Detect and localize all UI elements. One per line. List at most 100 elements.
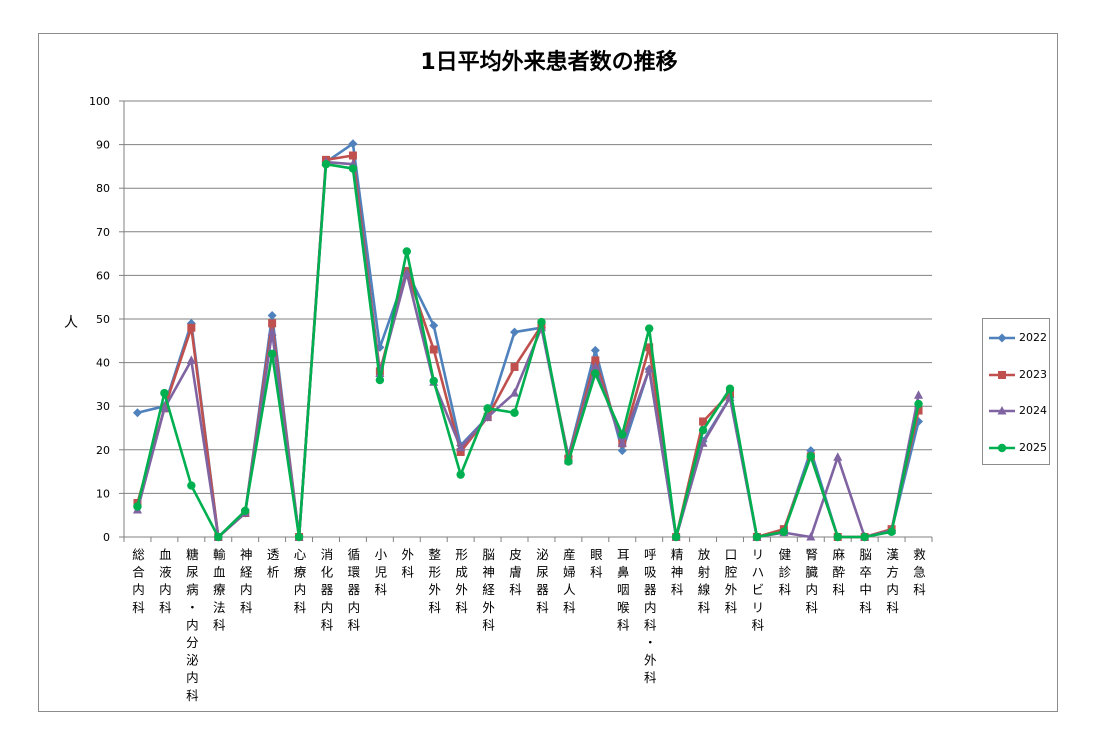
y-tick-label: 20 xyxy=(96,444,110,457)
x-tick-label: 精神科 xyxy=(671,547,684,597)
x-tick-label: 放射線科 xyxy=(698,547,711,615)
data-point-2022 xyxy=(429,321,439,331)
y-tick-label: 100 xyxy=(89,95,110,108)
x-tick-label: 泌尿器科 xyxy=(536,547,549,615)
data-point-2025 xyxy=(294,532,304,542)
legend-swatch xyxy=(989,443,1015,452)
x-tick-label: 耳鼻咽喉科 xyxy=(617,547,630,632)
data-point-2024 xyxy=(186,355,196,364)
data-point-2025 xyxy=(618,430,627,439)
legend-item-2024: 2024 xyxy=(983,401,1051,421)
data-point-2024 xyxy=(914,390,924,399)
data-point-2023 xyxy=(699,417,708,426)
x-tick-label: 神経内科 xyxy=(240,547,253,615)
y-tick-label: 0 xyxy=(103,531,110,544)
y-tick-label: 70 xyxy=(96,226,110,239)
x-tick-label: 救急科 xyxy=(913,547,926,597)
data-point-2023 xyxy=(591,356,600,365)
data-point-2025 xyxy=(429,376,438,386)
x-tick-label: 小児科 xyxy=(375,547,388,597)
legend-swatch xyxy=(989,370,1015,379)
data-point-2023 xyxy=(187,323,196,332)
x-tick-label: 産婦人科 xyxy=(563,547,576,615)
data-point-2025 xyxy=(564,457,573,466)
data-point-2025 xyxy=(510,408,519,417)
y-tick-label: 50 xyxy=(96,313,110,326)
data-point-2022 xyxy=(267,311,277,321)
data-point-2025 xyxy=(860,532,869,542)
data-point-2025 xyxy=(779,527,789,536)
series-2023 xyxy=(133,151,923,541)
x-tick-label: 皮膚科 xyxy=(509,547,522,597)
legend-item-2023: 2023 xyxy=(983,365,1051,385)
data-point-2022 xyxy=(617,446,627,456)
y-tick-labels: 0 10 20 30 40 50 60 70 80 90 100 xyxy=(89,95,110,544)
data-point-2022 xyxy=(590,345,600,355)
x-tick-label: 透析 xyxy=(267,547,280,580)
data-point-2025 xyxy=(483,404,492,413)
data-point-2024 xyxy=(510,388,520,397)
data-point-2024 xyxy=(402,268,412,277)
x-tick-label: 脳卒中科 xyxy=(859,547,872,615)
x-tick-label: 総合内科 xyxy=(132,547,145,615)
data-point-2025 xyxy=(241,506,250,516)
data-point-2025 xyxy=(267,349,277,359)
legend-item-2025: 2025 xyxy=(983,438,1051,458)
data-point-2023 xyxy=(510,362,519,371)
series-2024 xyxy=(132,157,924,541)
data-point-2025 xyxy=(914,399,923,409)
chart-title: 1日平均外来患者数の推移 xyxy=(420,50,678,75)
y-axis-label: 人 xyxy=(64,315,78,331)
grid-lines xyxy=(119,100,933,542)
data-point-2024 xyxy=(644,364,654,373)
data-point-2025 xyxy=(645,324,654,333)
x-tick-label: 腎臓内科 xyxy=(806,547,819,615)
data-point-2025 xyxy=(537,317,546,327)
legend: 2022 2023 2024 2025 xyxy=(982,318,1050,465)
x-tick-label: 糖尿病・内分泌内科 xyxy=(186,547,199,703)
data-point-2024 xyxy=(806,532,816,541)
x-tick-label: 心療内科 xyxy=(294,547,307,615)
series-line-2025 xyxy=(136,162,920,539)
x-tick-label: 循環器内科 xyxy=(348,547,361,632)
data-point-2023 xyxy=(268,319,277,328)
data-point-2023 xyxy=(645,343,654,352)
legend-label: 2024 xyxy=(1019,404,1047,417)
data-point-2024 xyxy=(698,438,708,447)
x-tick-label: 健診科 xyxy=(779,547,792,597)
x-tick-label: 脳神経外科 xyxy=(482,547,495,632)
data-point-2023 xyxy=(914,406,923,415)
data-point-2025 xyxy=(214,532,223,542)
data-point-2025 xyxy=(402,247,411,256)
data-point-2024 xyxy=(833,452,843,461)
series-lines xyxy=(132,139,924,542)
x-tick-label: 眼科 xyxy=(590,547,603,580)
x-tick-label: 麻酔科 xyxy=(832,547,845,597)
x-tick-label: 口腔外科 xyxy=(725,547,738,615)
y-tick-label: 80 xyxy=(96,182,110,195)
data-point-2025 xyxy=(806,452,815,461)
x-tick-label: 血液内科 xyxy=(159,547,172,615)
x-tick-label: 漢方内科 xyxy=(886,547,899,615)
series-line-2024 xyxy=(136,160,920,539)
data-point-2022 xyxy=(348,139,358,149)
x-tick-label: 形成外科 xyxy=(455,547,468,615)
legend-label: 2023 xyxy=(1019,367,1047,381)
x-tick-label: 呼吸器内科・外科 xyxy=(644,547,657,685)
data-point-2024 xyxy=(159,403,169,412)
data-point-2025 xyxy=(456,470,465,479)
data-point-2023 xyxy=(348,151,357,160)
y-tick-label: 30 xyxy=(96,400,110,413)
series-2025 xyxy=(133,160,923,542)
x-tick-label: 整形外科 xyxy=(428,547,441,615)
data-point-2023 xyxy=(429,345,438,354)
data-point-2022 xyxy=(510,327,520,337)
x-tick-label: 外科 xyxy=(402,547,415,580)
data-point-2024 xyxy=(617,438,627,447)
data-point-2025 xyxy=(833,532,842,542)
legend-item-2022: 2022 xyxy=(983,328,1051,348)
legend-swatch xyxy=(989,406,1015,415)
data-point-2025 xyxy=(160,388,169,398)
data-point-2024 xyxy=(456,442,466,452)
